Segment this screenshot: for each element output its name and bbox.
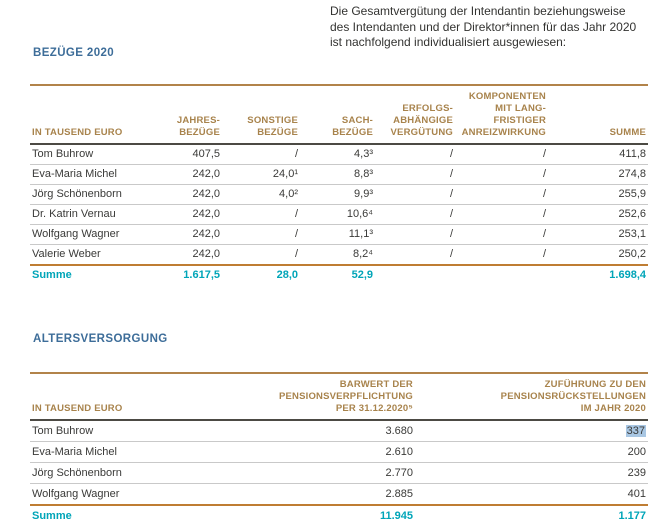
column-header-unit: IN TAUSEND EURO [30, 85, 160, 145]
column-header-komponenten: KOMPONENTEN MIT LANG- FRISTIGER ANREIZWI… [455, 85, 548, 145]
cell-value: 407,5 [160, 144, 222, 165]
table-row: Tom Buhrow 407,5 / 4,3³ / / 411,8 [30, 144, 648, 165]
column-header-barwert: BARWERT DER PENSIONSVERPFLICHTUNG PER 31… [230, 373, 415, 421]
table-row: Jörg Schönenborn 242,0 4,0² 9,9³ / / 255… [30, 184, 648, 205]
cell-name: Dr. Katrin Vernau [30, 204, 160, 225]
cell-value: 9,9³ [300, 184, 375, 205]
column-header-summe: SUMME [548, 85, 648, 145]
total-label: Summe [30, 264, 160, 285]
bezuege-table: IN TAUSEND EURO JAHRES- BEZÜGE SONSTIGE … [30, 84, 648, 285]
total-value [375, 264, 455, 285]
cell-name: Jörg Schönenborn [30, 462, 230, 484]
cell-value: 2.610 [230, 441, 415, 463]
cell-value: 242,0 [160, 204, 222, 225]
table-row: Dr. Katrin Vernau 242,0 / 10,6⁴ / / 252,… [30, 204, 648, 225]
cell-value: 411,8 [548, 144, 648, 165]
cell-name: Tom Buhrow [30, 144, 160, 165]
cell-value: 10,6⁴ [300, 204, 375, 225]
cell-value: / [455, 224, 548, 245]
cell-value: 255,9 [548, 184, 648, 205]
column-header-sonstige-bezuege: SONSTIGE BEZÜGE [222, 85, 300, 145]
cell-value: 24,0¹ [222, 164, 300, 185]
cell-name: Wolfgang Wagner [30, 224, 160, 245]
cell-name: Valerie Weber [30, 244, 160, 266]
table-row: Eva-Maria Michel 242,0 24,0¹ 8,8³ / / 27… [30, 164, 648, 185]
cell-name: Tom Buhrow [30, 420, 230, 442]
cell-value: 337 [415, 420, 648, 442]
cell-value: / [222, 204, 300, 225]
cell-name: Jörg Schönenborn [30, 184, 160, 205]
cell-value: 200 [415, 441, 648, 463]
cell-value: / [455, 244, 548, 266]
cell-value: 252,6 [548, 204, 648, 225]
total-value: 28,0 [222, 264, 300, 285]
section-title-altersversorgung: ALTERSVERSORGUNG [33, 333, 168, 345]
column-header-zufuehrung: ZUFÜHRUNG ZU DEN PENSIONSRÜCKSTELLUNGEN … [415, 373, 648, 421]
cell-value: / [455, 204, 548, 225]
cell-value: / [222, 244, 300, 266]
bezuege-header-row: IN TAUSEND EURO JAHRES- BEZÜGE SONSTIGE … [30, 85, 648, 145]
cell-value: / [375, 204, 455, 225]
cell-value: 4,3³ [300, 144, 375, 165]
cell-value: / [455, 144, 548, 165]
cell-value: 4,0² [222, 184, 300, 205]
altersversorgung-header-row: IN TAUSEND EURO BARWERT DER PENSIONSVERP… [30, 373, 648, 421]
total-value: 52,9 [300, 264, 375, 285]
intro-text: Die Gesamtvergütung der Intendantin bezi… [330, 4, 637, 49]
total-row: Summe 1.617,5 28,0 52,9 1.698,4 [30, 264, 648, 285]
total-value: 1.177 [415, 504, 648, 526]
cell-value: / [375, 184, 455, 205]
cell-value: / [455, 184, 548, 205]
cell-value: 3.680 [230, 420, 415, 442]
cell-value: 242,0 [160, 244, 222, 266]
cell-value: 239 [415, 462, 648, 484]
cell-value: 401 [415, 483, 648, 506]
cell-value: 250,2 [548, 244, 648, 266]
cell-name: Eva-Maria Michel [30, 164, 160, 185]
cell-name: Eva-Maria Michel [30, 441, 230, 463]
cell-value: / [375, 244, 455, 266]
cell-value: / [375, 164, 455, 185]
total-label: Summe [30, 504, 230, 526]
table-row: Tom Buhrow 3.680 337 [30, 420, 648, 442]
table-row: Jörg Schönenborn 2.770 239 [30, 462, 648, 484]
column-header-jahresbezuege: JAHRES- BEZÜGE [160, 85, 222, 145]
cell-value: / [375, 144, 455, 165]
cell-value: / [222, 224, 300, 245]
total-value [455, 264, 548, 285]
cell-value: 2.885 [230, 483, 415, 506]
table-row: Valerie Weber 242,0 / 8,2⁴ / / 250,2 [30, 244, 648, 266]
column-header-sachbezuege: SACH- BEZÜGE [300, 85, 375, 145]
cell-value: / [222, 144, 300, 165]
total-value: 1.698,4 [548, 264, 648, 285]
total-value: 1.617,5 [160, 264, 222, 285]
altersversorgung-table: IN TAUSEND EURO BARWERT DER PENSIONSVERP… [30, 372, 648, 526]
table-row: Wolfgang Wagner 2.885 401 [30, 483, 648, 506]
table-row: Wolfgang Wagner 242,0 / 11,1³ / / 253,1 [30, 224, 648, 245]
cell-value: 253,1 [548, 224, 648, 245]
cell-name: Wolfgang Wagner [30, 483, 230, 506]
cell-value: / [455, 164, 548, 185]
cell-value: 242,0 [160, 164, 222, 185]
cell-value: 8,8³ [300, 164, 375, 185]
section-title-bezuege: BEZÜGE 2020 [33, 47, 115, 59]
total-row: Summe 11.945 1.177 [30, 504, 648, 526]
cell-value: 8,2⁴ [300, 244, 375, 266]
table-row: Eva-Maria Michel 2.610 200 [30, 441, 648, 463]
cell-value: / [375, 224, 455, 245]
cell-value: 2.770 [230, 462, 415, 484]
column-header-unit: IN TAUSEND EURO [30, 373, 230, 421]
selected-text-highlight: 337 [625, 424, 646, 437]
cell-value: 274,8 [548, 164, 648, 185]
cell-value: 242,0 [160, 184, 222, 205]
column-header-erfolgsabhaengige-verguetung: ERFOLGS- ABHÄNGIGE VERGÜTUNG [375, 85, 455, 145]
cell-value: 242,0 [160, 224, 222, 245]
cell-value: 11,1³ [300, 224, 375, 245]
total-value: 11.945 [230, 504, 415, 526]
